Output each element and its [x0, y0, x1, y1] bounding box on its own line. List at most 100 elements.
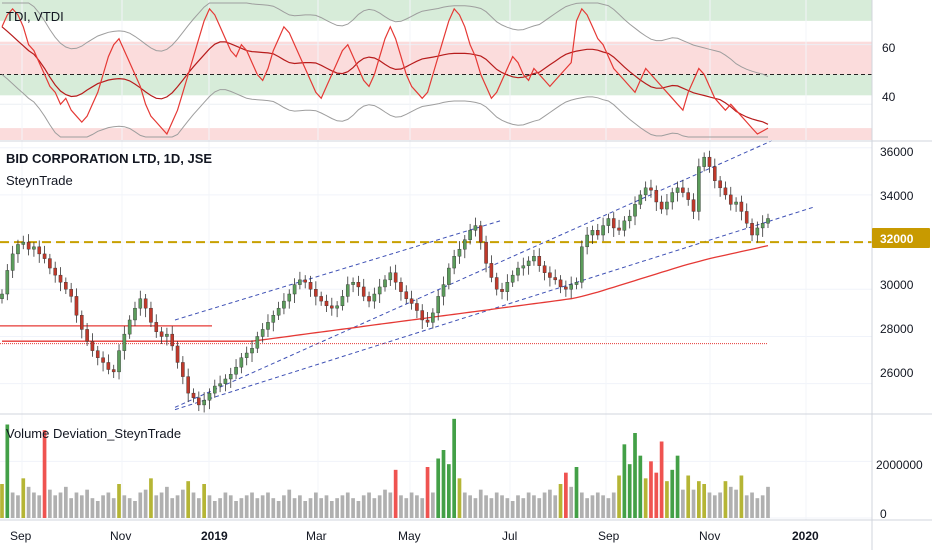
candle-body	[590, 230, 595, 236]
candle-body	[494, 277, 499, 290]
volume-bar	[340, 495, 345, 518]
candle-body	[734, 201, 738, 205]
volume-bar	[473, 498, 478, 518]
volume-bar	[127, 498, 132, 518]
candle-body	[702, 156, 706, 167]
price-tick-30000: 30000	[880, 278, 914, 292]
candle-body	[85, 329, 89, 342]
time-label-sep-2018: Sep	[10, 529, 32, 543]
candle-body	[606, 218, 611, 226]
symbol-title[interactable]: BID CORPORATION LTD, 1D, JSE	[6, 151, 212, 166]
candle-body	[74, 296, 79, 316]
candle-body	[5, 270, 10, 295]
volume-bar	[739, 475, 744, 518]
volume-bar	[686, 475, 691, 518]
candle-body	[542, 265, 547, 273]
volume-bar	[95, 501, 100, 518]
candle-body	[766, 218, 770, 224]
candle-body	[622, 220, 627, 231]
volume-bar	[202, 484, 206, 518]
volume-bar	[266, 492, 270, 518]
price-axis[interactable]: 60 40 36000 34000 30000 28000 26000 2000…	[876, 41, 923, 521]
candle-body	[42, 253, 47, 259]
volume-bar	[207, 495, 212, 518]
candle-body	[367, 296, 371, 302]
volume-bar	[345, 492, 350, 518]
volume-bar	[760, 495, 765, 518]
candle-body	[10, 253, 15, 271]
candle-body	[319, 296, 323, 302]
volume-bar	[696, 481, 701, 518]
volume-bar	[260, 495, 265, 518]
volume-bar	[356, 501, 361, 518]
candle-body	[409, 298, 414, 304]
candle-body	[436, 296, 440, 314]
candle-body	[228, 374, 233, 380]
volume-bar	[170, 498, 175, 518]
volume-bar	[372, 498, 377, 518]
volume-bar	[53, 495, 58, 518]
candle-body	[345, 284, 350, 297]
candle-body	[377, 286, 382, 295]
candle-body	[21, 241, 26, 245]
candle-body	[548, 272, 552, 278]
candle-body	[463, 239, 467, 250]
volume-bar	[755, 498, 760, 518]
volume-bar	[425, 467, 430, 518]
volume-bar	[122, 495, 127, 518]
volume-bar	[111, 498, 116, 518]
indicator-title[interactable]: SteynTrade	[6, 173, 73, 188]
candle-body	[431, 312, 435, 323]
candle-body	[755, 227, 760, 236]
candle-body	[159, 331, 164, 337]
tdi-zone-overbought	[0, 0, 872, 21]
price-tick-36000: 36000	[880, 145, 914, 159]
volume-bar	[271, 498, 276, 518]
volume-bar	[649, 461, 653, 518]
price-tick-34000: 34000	[880, 189, 914, 203]
candle-body	[53, 267, 57, 276]
volume-bar	[500, 495, 504, 518]
volume-bar	[85, 489, 89, 518]
time-axis[interactable]: Sep Nov 2019 Mar May Jul Sep Nov 2020	[10, 529, 819, 543]
volume-bar	[574, 467, 579, 518]
moving-average-line	[2, 244, 769, 342]
volume-bar	[276, 501, 281, 518]
candle-body	[649, 187, 653, 191]
volume-bar	[654, 472, 659, 518]
candle-body	[111, 369, 116, 373]
volume-bar	[728, 486, 733, 518]
volume-bar	[510, 501, 515, 518]
volume-bar	[255, 498, 260, 518]
candle-body	[69, 289, 73, 297]
volume-bar	[633, 433, 637, 518]
candle-body	[106, 362, 111, 370]
candle-body	[372, 293, 377, 302]
tdi-tick-60: 60	[882, 41, 896, 55]
volume-title[interactable]: Volume Deviation_SteynTrade	[6, 426, 181, 441]
volume-bar	[659, 441, 664, 518]
candle-body	[383, 279, 387, 288]
candle-body	[627, 215, 632, 222]
volume-bar	[159, 492, 164, 518]
candle-body	[420, 310, 425, 321]
volume-bar	[409, 492, 414, 518]
candle-body	[32, 246, 36, 250]
candle-body	[90, 341, 95, 351]
volume-bar	[319, 498, 324, 518]
candle-body	[489, 263, 494, 278]
candle-body	[143, 298, 148, 309]
volume-bar	[324, 495, 329, 518]
tdi-zone-lower-green	[0, 74, 872, 96]
volume-bar	[627, 464, 632, 518]
candle-body	[324, 300, 329, 307]
volume-bar	[154, 495, 159, 518]
candle-body	[175, 345, 180, 363]
candle-body	[723, 187, 728, 196]
volume-bar	[58, 492, 63, 518]
candle-body	[452, 256, 456, 269]
candle-body	[138, 298, 143, 309]
candle-body	[165, 333, 169, 337]
volume-bar	[457, 478, 462, 518]
